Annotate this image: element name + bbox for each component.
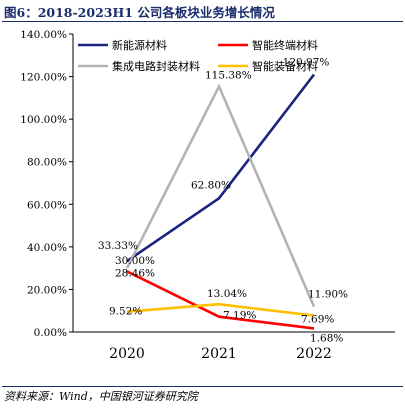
data-label: 28.46%	[115, 267, 155, 279]
data-label: 11.90%	[308, 289, 348, 301]
series-lines	[125, 73, 316, 330]
data-label: 7.69%	[301, 314, 334, 326]
y-tick-label: 40.00%	[27, 242, 67, 254]
y-tick-label: 20.00%	[27, 284, 67, 296]
chart-title: 图6：2018-2023H1 公司各板块业务增长情况	[4, 5, 275, 20]
legend-label: 新能源材料	[112, 38, 167, 52]
data-labels: 33.33% 62.80% 120.97% 28.46% 7.19% 1.68% 30.00…	[98, 57, 348, 345]
data-label: 30.00%	[115, 255, 155, 267]
y-tick-label: 60.00%	[27, 199, 67, 211]
data-label: 9.52%	[109, 306, 142, 318]
y-tick-label: 100.00%	[20, 114, 67, 126]
data-label: 62.80%	[191, 179, 231, 191]
y-tick-label: 120.00%	[20, 72, 67, 84]
legend-label: 智能装备材料	[252, 59, 318, 73]
source-divider	[2, 386, 403, 387]
data-label: 33.33%	[98, 240, 138, 252]
y-tick-label: 140.00%	[20, 29, 67, 41]
series-line-2	[125, 83, 316, 308]
series-line-0	[126, 73, 316, 263]
title-divider	[2, 21, 403, 22]
x-tick-label: 2022	[296, 346, 332, 362]
x-axis-ticks: 2020 2021 2022	[109, 346, 332, 362]
line-chart: 0.00% 20.00% 40.00% 60.00% 80.00% 100.00% 120.…	[20, 29, 395, 362]
x-tick-label: 2021	[201, 346, 237, 362]
data-label: 1.68%	[310, 332, 343, 344]
data-label: 13.04%	[207, 288, 247, 300]
legend-label: 智能终端材料	[252, 38, 318, 52]
chart-axes	[72, 34, 395, 333]
y-tick-label: 80.00%	[27, 157, 67, 169]
data-label: 115.38%	[205, 69, 252, 81]
data-label: 7.19%	[223, 310, 256, 322]
source-note: 资料来源：Wind，中国银河证券研究院	[4, 390, 198, 403]
legend-label: 集成电路封装材料	[112, 59, 200, 73]
data-label: 120.97%	[283, 57, 330, 69]
y-axis-ticks: 0.00% 20.00% 40.00% 60.00% 80.00% 100.00% 120.…	[20, 29, 73, 339]
series-line-3	[126, 302, 315, 317]
x-tick-label: 2020	[109, 346, 145, 362]
series-line-1	[126, 270, 315, 330]
y-tick-label: 0.00%	[34, 327, 67, 339]
